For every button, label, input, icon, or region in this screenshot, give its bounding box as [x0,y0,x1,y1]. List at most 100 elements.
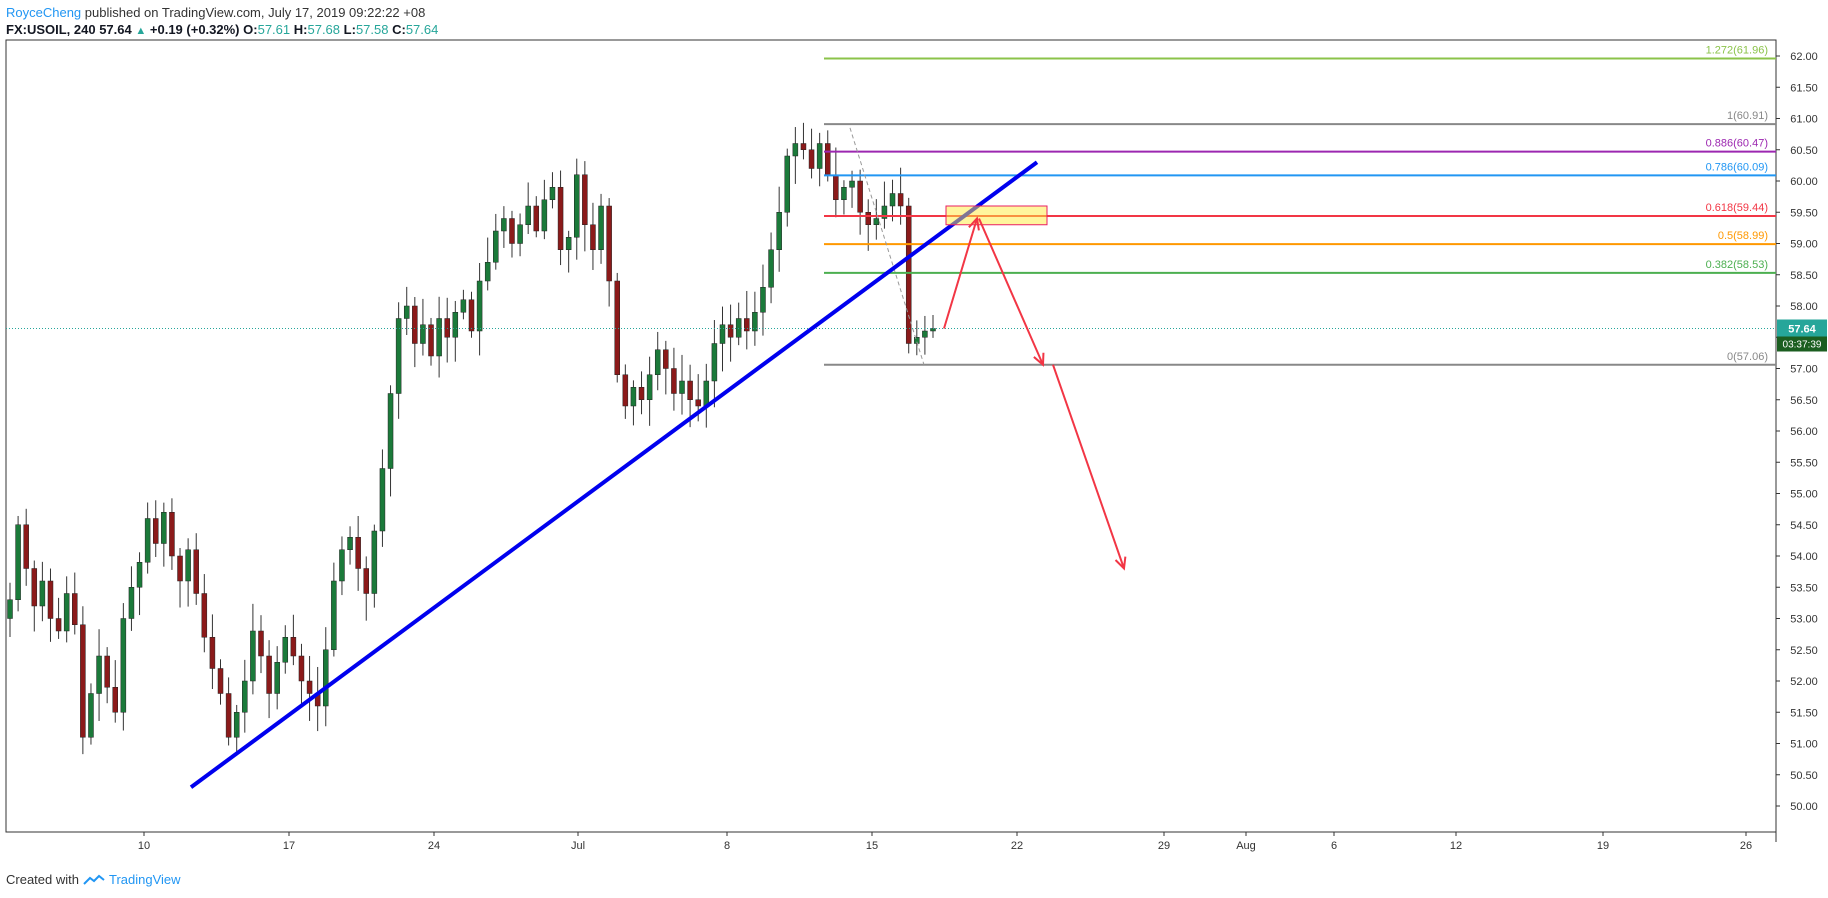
y-tick-label: 52.00 [1790,676,1818,688]
y-tick-label: 53.00 [1790,614,1818,626]
candle-body [922,330,928,338]
projection-arrow-down-head [1033,352,1045,367]
fib-level-label: 0.886(60.47) [1706,138,1768,150]
x-tick-label: 24 [428,840,440,852]
y-tick-label: 58.50 [1790,270,1818,282]
x-tick-label: 8 [724,840,730,852]
author-link[interactable]: RoyceCheng [6,5,82,20]
x-tick-label: 29 [1158,840,1170,852]
fib-level-label: 1.272(61.96) [1706,45,1768,57]
x-tick-label: 17 [283,840,295,852]
candle-body [873,218,880,225]
symbol-name: FX:USOIL, 240 [6,22,96,37]
x-tick-label: 26 [1740,840,1752,852]
candle-body [760,287,766,313]
x-tick-label: 22 [1011,840,1023,852]
candle-body [120,618,127,713]
candle-body [703,380,710,407]
trendline [189,160,1039,789]
fib-level-label: 0.382(58.53) [1706,259,1768,271]
candle-body [355,537,361,569]
y-tick-label: 60.50 [1790,145,1818,157]
candle-body [687,380,693,400]
y-tick-label: 59.00 [1790,239,1818,251]
candle-body [557,187,564,250]
candle-body [96,655,102,694]
tradingview-link[interactable]: TradingView [108,872,181,887]
y-tick-label: 56.50 [1790,395,1818,407]
candle-body [590,224,596,250]
candle-body [565,237,572,250]
candle-body [161,512,167,544]
candle-body [15,524,21,600]
candle-body [541,199,548,232]
y-tick-label: 58.00 [1790,301,1818,313]
y-tick-label: 54.00 [1790,551,1818,563]
candle-body [258,630,264,657]
candle-body [290,637,297,657]
candle-body [784,155,791,213]
candle-body [622,374,629,407]
y-tick-label: 50.50 [1790,770,1818,782]
candle-body [484,262,491,282]
chart-footer: Created with TradingView [6,872,181,887]
candle-body [55,618,62,632]
candle-body [735,318,742,338]
candle-body [242,680,248,713]
y-tick-label: 54.50 [1790,520,1818,532]
candle-body [574,174,580,238]
candle-body [452,312,459,338]
low-value: 57.58 [355,22,389,37]
projection-arrow-up-head [968,216,980,231]
resistance-zone [945,205,1048,226]
candle-body [800,143,807,150]
projection-arrow-up [943,218,978,329]
candle-body [282,637,289,663]
candle-body [177,555,183,582]
candle-body [144,518,151,563]
candle-body [606,205,612,282]
x-tick-label: Aug [1236,840,1256,852]
projection-arrow-down-2-head [1114,556,1127,571]
candle-body [824,143,831,175]
fib-level-label: 0(57.06) [1727,351,1768,363]
candle-body [582,174,588,225]
candle-body [444,318,450,338]
candle-body [185,549,191,582]
candle-body [379,468,386,532]
candle-body [460,299,467,313]
x-tick-label: 6 [1331,840,1337,852]
y-tick-label: 52.50 [1790,645,1818,657]
candle-body [549,187,556,200]
candle-body [112,687,119,713]
candle-body [428,324,434,357]
candle-body [646,374,653,400]
candle-body [201,593,208,638]
candle-body [768,249,774,288]
candle-body [104,655,110,688]
y-tick-label: 51.00 [1790,739,1818,751]
close-value: 57.64 [405,22,439,37]
candle-body [849,180,855,188]
candle-body [493,230,499,263]
candle-body [744,318,750,332]
candle-body [857,180,863,213]
up-arrow-icon: ▲ [135,25,147,37]
candle-body [250,630,256,682]
low-label: L: [343,22,356,37]
fib-swing-line [849,127,925,365]
candle-body [63,593,70,632]
candle-body [776,212,782,250]
candle-body [671,368,677,394]
candle-body [468,299,475,332]
fib-level-label: 0.786(60.09) [1706,161,1768,173]
candle-body [727,324,734,338]
candle-body [654,349,661,375]
y-tick-label: 62.00 [1790,51,1818,63]
candle-body [403,305,410,319]
candle-body [217,668,224,694]
candle-body [420,324,426,344]
y-tick-label: 61.00 [1790,114,1818,126]
chart-header: RoyceCheng published on TradingView.com,… [6,4,438,40]
